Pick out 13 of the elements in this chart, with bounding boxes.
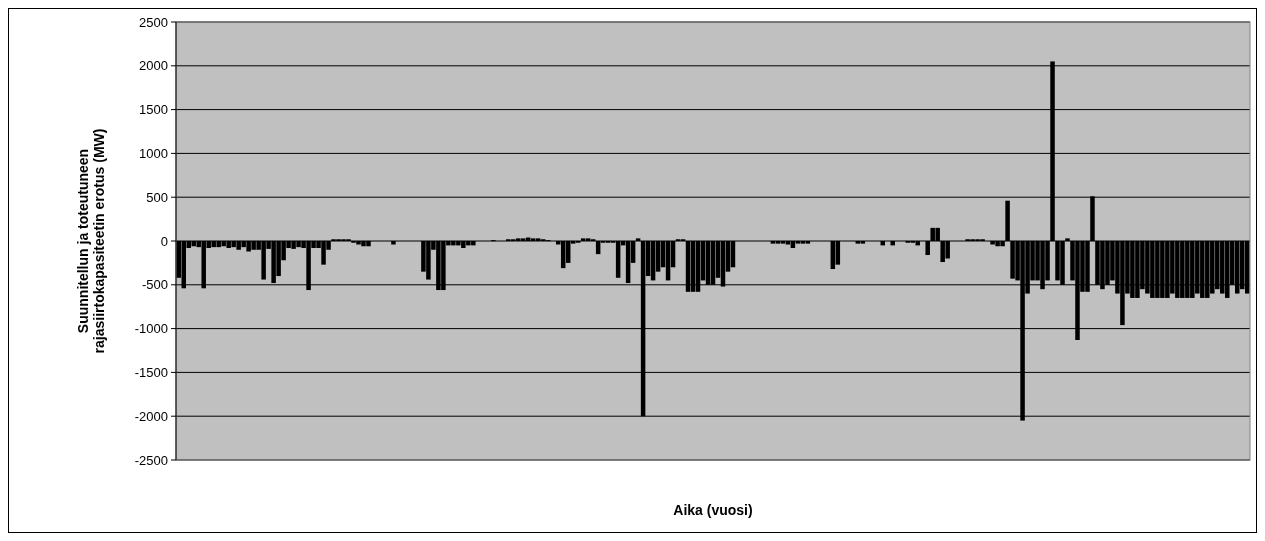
y-tick-label: -1500 xyxy=(134,364,168,380)
y-tick-label: -500 xyxy=(141,277,168,293)
y-tick-label: -2500 xyxy=(134,452,168,468)
y-tick-label: -2000 xyxy=(134,408,168,424)
y-tick-label: 0 xyxy=(160,233,168,249)
y-tick-label: -1000 xyxy=(134,321,168,337)
y-tick-label: 2000 xyxy=(139,58,168,74)
y-tick-label: 2500 xyxy=(139,14,168,30)
y-tick-label: 500 xyxy=(146,189,168,205)
x-axis-title: Aika (vuosi) xyxy=(673,502,753,518)
y-tick-label: 1000 xyxy=(139,145,168,161)
y-tick-label: 1500 xyxy=(139,102,168,118)
y-axis-title: Suunnitellun ja toteutuneen rajasiirtokapasiteetin erotus (MW) xyxy=(74,128,108,354)
